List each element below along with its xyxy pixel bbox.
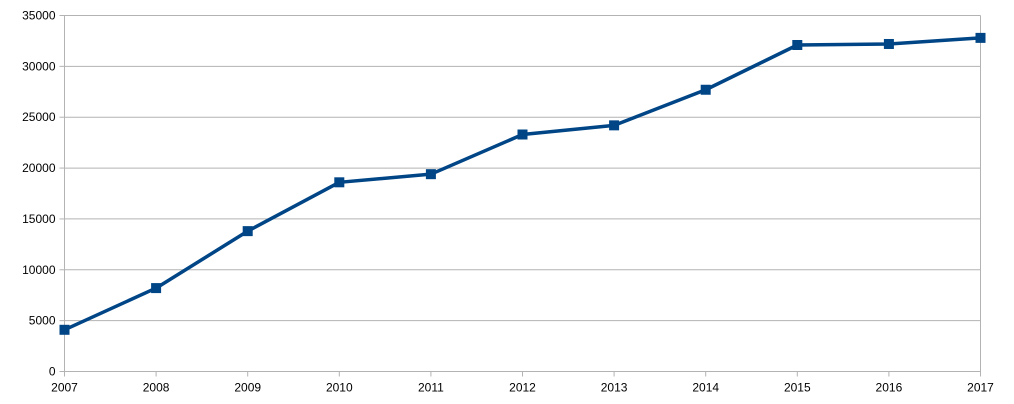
data-point-marker <box>59 324 70 335</box>
x-tick-label: 2017 <box>967 381 994 395</box>
x-tick-label: 2013 <box>601 381 628 395</box>
x-tick-label: 2016 <box>876 381 903 395</box>
data-point-marker <box>883 38 894 49</box>
y-tick-label: 30000 <box>22 59 56 73</box>
data-point-marker <box>700 84 711 95</box>
grid-layer <box>64 15 981 372</box>
y-tick-label: 20000 <box>22 161 56 175</box>
data-point-marker <box>242 226 253 237</box>
y-tick-label: 35000 <box>22 9 56 23</box>
data-point-marker <box>425 169 436 180</box>
tick-label-layer: 0 5000 10000 15000 20000 25000 30000 35000 2007 2… <box>22 9 994 395</box>
data-point-marker <box>517 129 528 140</box>
y-tick-label: 0 <box>49 365 56 379</box>
data-point-marker <box>975 32 986 43</box>
x-tick-label: 2011 <box>418 381 444 395</box>
axis-layer <box>59 15 981 377</box>
x-tick-label: 2007 <box>51 381 78 395</box>
y-tick-label: 5000 <box>29 314 56 328</box>
x-tick-label: 2009 <box>234 381 261 395</box>
x-tick-label: 2014 <box>692 381 719 395</box>
y-tick-label: 25000 <box>22 110 56 124</box>
data-point-marker <box>334 177 345 188</box>
data-point-marker <box>792 39 803 50</box>
x-tick-label: 2012 <box>509 381 536 395</box>
series-line <box>62 36 983 332</box>
y-tick-label: 10000 <box>22 263 56 277</box>
x-tick-label: 2015 <box>784 381 811 395</box>
x-tick-label: 2008 <box>143 381 170 395</box>
data-point-marker <box>151 283 162 294</box>
data-point-marker <box>609 120 620 131</box>
series-layer <box>59 32 986 335</box>
y-tick-label: 15000 <box>22 212 56 226</box>
x-tick-label: 2010 <box>326 381 353 395</box>
